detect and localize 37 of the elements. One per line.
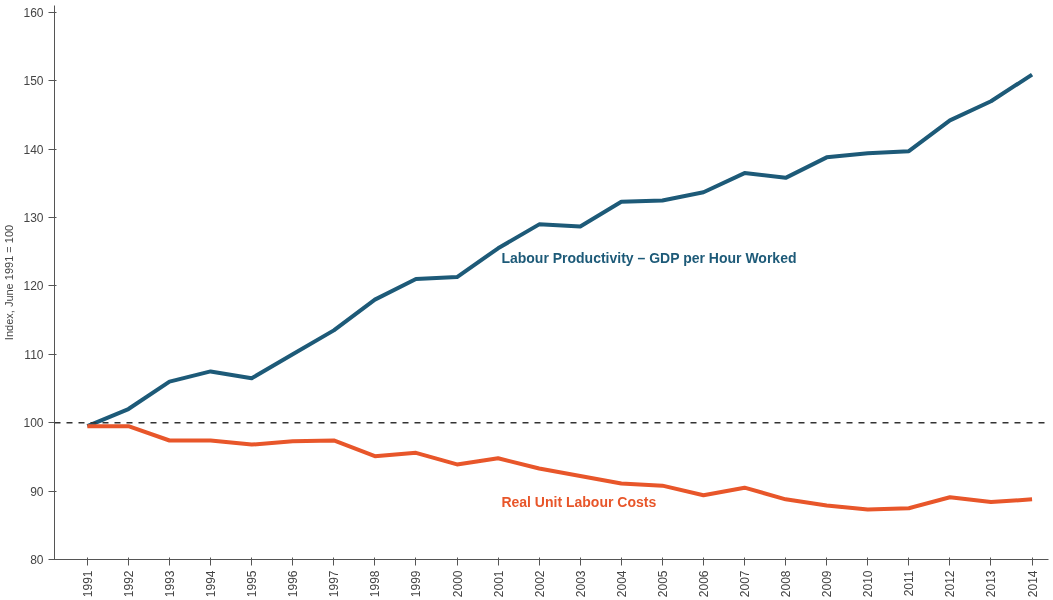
- x-tick-label: 1997: [327, 570, 342, 598]
- x-tick-label: 2013: [984, 570, 999, 598]
- y-axis-title: Index, June 1991 = 100: [3, 224, 16, 341]
- x-tick-label: 1999: [409, 570, 424, 598]
- y-tick-label: 160: [23, 5, 44, 20]
- x-tick-label: 2008: [779, 570, 794, 598]
- x-tick-label: 1992: [121, 570, 136, 598]
- x-tick-label: 2002: [532, 570, 547, 598]
- y-tick-label: 120: [23, 279, 44, 294]
- x-tick-label: 1991: [80, 570, 95, 598]
- line-series: [85, 424, 1035, 512]
- y-tick-label: 150: [23, 74, 44, 89]
- x-tick-label: 1995: [245, 570, 260, 598]
- x-tick-label: 2004: [614, 570, 629, 598]
- series-label: Labour Productivity – GDP per Hour Worked: [501, 249, 797, 266]
- y-tick-label: 140: [23, 142, 44, 157]
- y-tick-label: 130: [23, 211, 44, 226]
- y-tick-label: 100: [23, 416, 44, 431]
- x-tick-label: 2001: [491, 570, 506, 598]
- x-tick-label: 2011: [902, 570, 917, 597]
- x-tick-label: 2010: [861, 570, 876, 598]
- x-tick-label: 1994: [204, 570, 219, 598]
- x-tick-label: 2007: [738, 570, 753, 598]
- x-tick-label: 2014: [1025, 570, 1040, 598]
- series-label: Real Unit Labour Costs: [501, 493, 657, 510]
- x-tick-label: 1993: [163, 570, 178, 598]
- x-tick-label: 2000: [450, 570, 465, 598]
- y-tick-label: 90: [30, 484, 44, 499]
- x-tick-label: 2006: [696, 570, 711, 598]
- x-tick-label: 1996: [286, 570, 301, 598]
- y-tick-label: 110: [24, 347, 44, 362]
- x-tick-label: 2003: [573, 570, 588, 598]
- x-tick-label: 1998: [368, 570, 383, 598]
- y-tick-label: 80: [30, 553, 44, 567]
- x-tick-label: 2012: [943, 570, 958, 598]
- x-tick-label: 2009: [820, 570, 835, 598]
- x-tick-label: 2005: [655, 570, 670, 598]
